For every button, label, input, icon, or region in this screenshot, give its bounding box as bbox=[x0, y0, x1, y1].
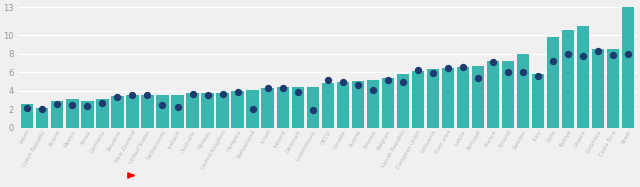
Point bbox=[503, 71, 513, 74]
Bar bbox=[351, 81, 364, 128]
Point bbox=[172, 105, 182, 108]
Point bbox=[292, 90, 303, 93]
Point bbox=[413, 69, 423, 72]
Bar bbox=[216, 93, 228, 128]
Bar bbox=[502, 61, 514, 128]
Bar bbox=[607, 49, 620, 128]
Point bbox=[22, 106, 33, 109]
Point bbox=[262, 87, 273, 90]
Bar bbox=[367, 80, 379, 128]
Point bbox=[518, 71, 528, 74]
Bar bbox=[517, 54, 529, 128]
Point bbox=[37, 108, 47, 111]
Point bbox=[608, 53, 618, 56]
Bar bbox=[66, 99, 79, 128]
Point bbox=[623, 52, 634, 55]
Point bbox=[142, 94, 152, 97]
Bar bbox=[111, 96, 124, 128]
Bar bbox=[276, 87, 289, 128]
Point bbox=[397, 80, 408, 83]
Bar bbox=[532, 74, 544, 128]
Point bbox=[112, 96, 122, 99]
Point bbox=[202, 94, 212, 97]
Bar bbox=[246, 90, 259, 128]
Bar bbox=[202, 93, 214, 128]
Bar bbox=[51, 101, 63, 128]
Point bbox=[188, 92, 198, 95]
Point bbox=[97, 101, 108, 104]
Point bbox=[368, 88, 378, 91]
Bar bbox=[172, 95, 184, 128]
Point bbox=[443, 66, 453, 69]
Bar bbox=[81, 101, 93, 128]
Bar bbox=[292, 87, 304, 128]
Point bbox=[218, 92, 228, 95]
Point bbox=[578, 54, 588, 57]
Bar bbox=[412, 71, 424, 128]
Bar bbox=[307, 87, 319, 128]
Point bbox=[473, 76, 483, 79]
Point bbox=[157, 103, 168, 106]
Bar bbox=[592, 49, 604, 128]
Bar bbox=[397, 74, 409, 128]
Bar bbox=[321, 83, 334, 128]
Point bbox=[383, 78, 393, 81]
Bar bbox=[457, 67, 469, 128]
Point bbox=[248, 108, 258, 111]
Bar bbox=[577, 26, 589, 128]
Point bbox=[308, 109, 318, 112]
Bar bbox=[21, 104, 33, 128]
Bar bbox=[232, 91, 244, 128]
Point bbox=[52, 102, 63, 105]
Point bbox=[428, 72, 438, 75]
Bar bbox=[141, 95, 154, 128]
Point bbox=[83, 104, 93, 107]
Point bbox=[533, 74, 543, 77]
Bar bbox=[337, 82, 349, 128]
Bar bbox=[622, 7, 634, 128]
Point bbox=[232, 90, 243, 93]
Bar bbox=[487, 61, 499, 128]
Point bbox=[458, 65, 468, 68]
Point bbox=[67, 103, 77, 106]
Bar bbox=[547, 37, 559, 128]
Bar bbox=[562, 30, 574, 128]
Bar bbox=[126, 96, 139, 128]
Point bbox=[593, 50, 604, 53]
Bar bbox=[36, 108, 49, 128]
Point bbox=[488, 61, 498, 64]
Point bbox=[127, 94, 138, 97]
Point bbox=[278, 87, 288, 90]
Point bbox=[353, 84, 363, 87]
Bar bbox=[472, 66, 484, 128]
Bar bbox=[262, 88, 274, 128]
Bar bbox=[442, 68, 454, 128]
Bar bbox=[186, 93, 198, 128]
Bar bbox=[381, 78, 394, 128]
Bar bbox=[156, 96, 169, 128]
Bar bbox=[96, 99, 109, 128]
Bar bbox=[427, 69, 439, 128]
Point bbox=[323, 78, 333, 81]
Point bbox=[338, 81, 348, 84]
Point bbox=[563, 52, 573, 55]
Point bbox=[548, 60, 558, 63]
